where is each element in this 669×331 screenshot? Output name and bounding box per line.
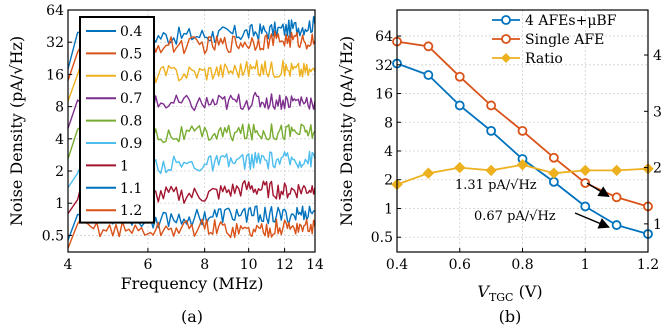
panel-b-label: (b) (499, 307, 522, 326)
panel-b-ytick-label: 2 (384, 173, 393, 189)
panel-b-xtick-label: 0.4 (386, 257, 408, 273)
panel-b-ytick-label: 0.5 (371, 230, 393, 246)
panel-a-xlabel: Frequency (MHz) (121, 274, 264, 293)
panel-b-marker (580, 201, 591, 212)
panel-a-ytick-label: 4 (55, 132, 64, 148)
panel-b-legend: 4 AFEs+μBF Single AFE Ratio (492, 13, 617, 67)
panel-b-ytick-label: 16 (375, 87, 393, 103)
panel-b-marker (579, 164, 591, 177)
panel-a-ytick-label: 16 (46, 67, 64, 83)
panel-b-y2tick-label: 3 (653, 104, 662, 120)
panel-a-ylabel: Noise Density (pA/√Hz) (7, 36, 26, 226)
panel-a-label: (a) (181, 307, 203, 326)
panel-a-legend-label: 0.7 (120, 91, 142, 107)
panel-b-marker (486, 125, 497, 136)
panel-b-marker (422, 167, 435, 179)
panel-a-ytick-label: 1 (55, 196, 64, 212)
panel-b-legend-marker (501, 53, 511, 63)
panel-b-marker (454, 71, 465, 82)
panel-b-y2tick-label: 1 (653, 217, 662, 233)
panel-b-xlabel-var: V (477, 282, 490, 301)
panel-b-xlabel-unit: (V) (513, 282, 542, 301)
panel-b-marker (611, 192, 622, 203)
panel-b-marker (517, 125, 528, 136)
panel-b-ytick-label: 32 (375, 58, 393, 74)
panel-b-ytick-label: 8 (384, 115, 393, 131)
panel-b-ytick-label: 64 (375, 29, 393, 45)
panel-a-legend-label: 1.2 (120, 203, 142, 219)
panel-b-marker (423, 70, 434, 80)
panel-a-legend-label: 0.9 (120, 136, 142, 152)
panel-b-ytick-label: 4 (384, 144, 393, 160)
panel-b-marker (454, 161, 466, 174)
panel-b-marker (548, 167, 560, 179)
panel-a-legend-label: 1.1 (120, 181, 142, 197)
panel-b-legend-label: Ratio (525, 51, 563, 67)
panel-b-legend-marker (501, 34, 511, 44)
panel-b-xlabel-sub: TGC (489, 291, 514, 304)
panel-a-xtick-label: 6 (143, 257, 152, 273)
panel-a-ytick-label: 32 (46, 35, 64, 51)
panel-a-ytick-label: 64 (46, 3, 64, 19)
panel-a-frame (67, 9, 316, 253)
panel-a-xtick-label: 10 (240, 257, 258, 273)
panel-b-marker (516, 159, 529, 171)
panel-b-ylabel: Noise Density (pA/√Hz) (337, 36, 356, 226)
panel-b-y2tick-label: 4 (653, 48, 662, 64)
panel-b: 0.4 0.6 0.8 1 1.2 0.5 1 2 4 8 16 32 64 1 2 3 4 4 AFEs+μB… (337, 9, 662, 326)
panel-b-ytick-label: 1 (384, 201, 393, 217)
panel-b-grid (396, 10, 649, 252)
panel-b-y2tick-label: 2 (653, 161, 662, 177)
panel-b-marker (485, 164, 497, 177)
panel-a-xtick-label: 14 (306, 257, 324, 273)
panel-b-marker (486, 100, 497, 111)
panel-b-marker (454, 100, 465, 111)
panel-b-legend-label: Single AFE (525, 32, 604, 48)
panel-a-legend-label: 0.5 (120, 46, 142, 62)
panel-b-marker (548, 152, 559, 163)
panel-b-marker (548, 176, 559, 187)
panel-b-marker (611, 220, 622, 230)
panel-b-xtick-label: 0.8 (511, 257, 533, 273)
panel-b-annotations: 1.31 pA/√Hz 0.67 pA/√Hz (455, 178, 610, 229)
panel-a-xtick-label: 4 (64, 257, 73, 273)
panel-a-legend-label: 0.8 (120, 114, 142, 130)
panel-b-marker (423, 41, 434, 52)
panel-a-xtick-label: 12 (276, 257, 294, 273)
panel-a-series-line (67, 218, 316, 249)
panel-b-xtick-label: 0.6 (449, 257, 471, 273)
panel-a-ytick-label: 0.5 (42, 228, 64, 244)
panel-b-xlabel: VTGC (V) (477, 282, 542, 304)
panel-b-legend-label: 4 AFEs+μBF (525, 13, 617, 29)
panel-b-annotation-2-arrow (574, 212, 610, 229)
panel-b-marker (610, 164, 623, 177)
panel-a-legend: 0.4 0.5 0.6 0.7 0.8 0.9 1 1.1 1.2 (79, 16, 155, 224)
panel-b-annotation-1-arrow (586, 182, 610, 198)
panel-b-xtick-label: 1.2 (637, 257, 659, 273)
panel-a-legend-label: 0.4 (120, 24, 142, 40)
panel-a-ytick-label: 2 (55, 164, 64, 180)
panel-b-xtick-label: 1 (581, 257, 590, 273)
panel-b-ticks: 0.4 0.6 0.8 1 1.2 0.5 1 2 4 8 16 32 64 1 2 3 4 (371, 29, 662, 273)
panel-b-marker (580, 178, 591, 188)
panel-a-xtick-label: 8 (200, 257, 209, 273)
panel-b-annotation-2: 0.67 pA/√Hz (474, 209, 556, 224)
panel-b-legend-marker (501, 15, 511, 25)
panel-a-legend-label: 1 (120, 158, 129, 174)
panel-b-annotation-1: 1.31 pA/√Hz (455, 178, 537, 193)
panel-a-ytick-label: 8 (55, 100, 64, 116)
panel-a-legend-label: 0.6 (120, 69, 142, 85)
